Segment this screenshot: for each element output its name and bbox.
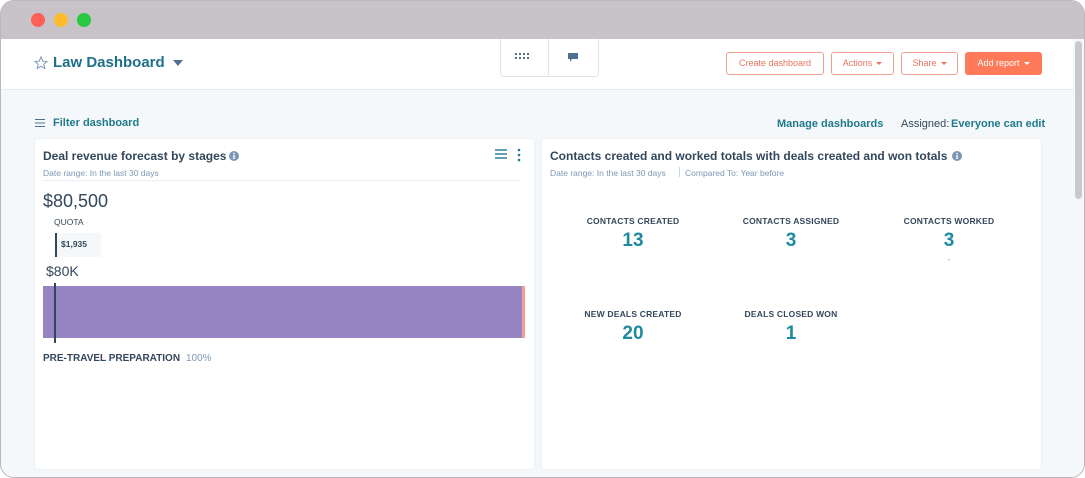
grid-view-icon[interactable] — [515, 53, 533, 61]
header: Law Dashboard Create dashboard Actions S… — [1, 39, 1073, 90]
date-range: Date range: In the last 30 days — [550, 168, 666, 178]
metric: CONTACTS CREATED 13 — [553, 216, 713, 252]
metric-label: CONTACTS CREATED — [586, 216, 680, 226]
view-toggle — [500, 39, 599, 77]
stage-percent: 100% — [186, 353, 212, 364]
close-button[interactable] — [31, 13, 45, 27]
quota-line — [54, 283, 56, 343]
divider — [43, 180, 520, 181]
quota-label: QUOTA — [54, 217, 84, 227]
divider — [679, 167, 680, 177]
add-report-button[interactable]: Add report — [965, 52, 1042, 75]
card-title: Deal revenue forecast by stages — [43, 149, 227, 163]
dashboard-title[interactable]: Law Dashboard — [53, 54, 165, 71]
forecast-total: $80,500 — [43, 191, 109, 211]
info-icon[interactable] — [229, 151, 239, 161]
share-button[interactable]: Share — [901, 52, 958, 75]
metric: CONTACTS ASSIGNED 3 — [711, 216, 871, 252]
metric: NEW DEALS CREATED 20 — [553, 309, 713, 345]
metric-label: DEALS CLOSED WON — [744, 309, 838, 319]
stage-name: PRE-TRAVEL PREPARATION — [43, 353, 181, 364]
scrollbar — [1075, 41, 1082, 199]
metric: CONTACTS WORKED 3 - — [869, 216, 1029, 264]
divider — [548, 39, 549, 76]
metric-value: 20 — [622, 323, 644, 344]
card-actions[interactable] — [495, 148, 525, 162]
metric-value: 13 — [622, 230, 644, 251]
metric-value: 3 — [785, 230, 797, 251]
bar-end — [522, 286, 525, 338]
metric-value: 1 — [785, 323, 797, 344]
metric: DEALS CLOSED WON 1 — [711, 309, 871, 345]
dropdown-caret[interactable] — [172, 59, 184, 67]
assigned-value[interactable]: Everyone can edit — [951, 118, 1046, 130]
card-title: Contacts created and worked totals with … — [550, 149, 948, 163]
filter-icon — [35, 119, 45, 127]
axis-label: $80K — [46, 263, 79, 279]
manage-dashboards-link[interactable]: Manage dashboards — [777, 118, 884, 130]
metric-change: - — [947, 254, 951, 264]
favorite-star[interactable] — [34, 56, 48, 70]
info-icon[interactable] — [952, 151, 962, 161]
maximize-button[interactable] — [77, 13, 91, 27]
minimize-button[interactable] — [54, 13, 68, 27]
quota-tooltip — [55, 233, 101, 257]
title-bar — [1, 1, 1084, 39]
metric-label: NEW DEALS CREATED — [584, 309, 682, 319]
compared-to: Compared To: Year before — [685, 168, 785, 178]
actions-button[interactable]: Actions — [831, 52, 894, 75]
metric-label: CONTACTS WORKED — [903, 216, 995, 226]
create-dashboard-button[interactable]: Create dashboard — [726, 52, 824, 75]
comments-icon[interactable] — [567, 52, 579, 63]
filter-dashboard-link[interactable]: Filter dashboard — [53, 117, 140, 129]
date-range: Date range: In the last 30 days — [43, 168, 159, 178]
contacts-card: Contacts created and worked totals with … — [542, 139, 1041, 469]
assigned-label: Assigned: — [901, 118, 950, 130]
stage-bar — [43, 286, 523, 338]
metric-value: 3 — [943, 230, 955, 251]
metric-label: CONTACTS ASSIGNED — [742, 216, 840, 226]
forecast-card: Deal revenue forecast by stages Date ran… — [35, 139, 534, 469]
quota-value: $1,935 — [61, 239, 87, 249]
